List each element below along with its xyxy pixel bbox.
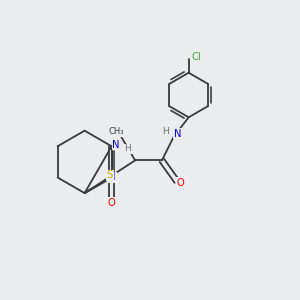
Text: N: N — [109, 172, 116, 182]
Text: S: S — [107, 170, 113, 180]
Text: H: H — [124, 144, 131, 153]
Text: H: H — [162, 127, 169, 136]
Text: O: O — [108, 198, 116, 208]
Text: Cl: Cl — [191, 52, 201, 62]
Text: CH₃: CH₃ — [109, 127, 124, 136]
Text: O: O — [176, 178, 184, 188]
Text: N: N — [112, 140, 120, 150]
Text: N: N — [174, 129, 181, 139]
